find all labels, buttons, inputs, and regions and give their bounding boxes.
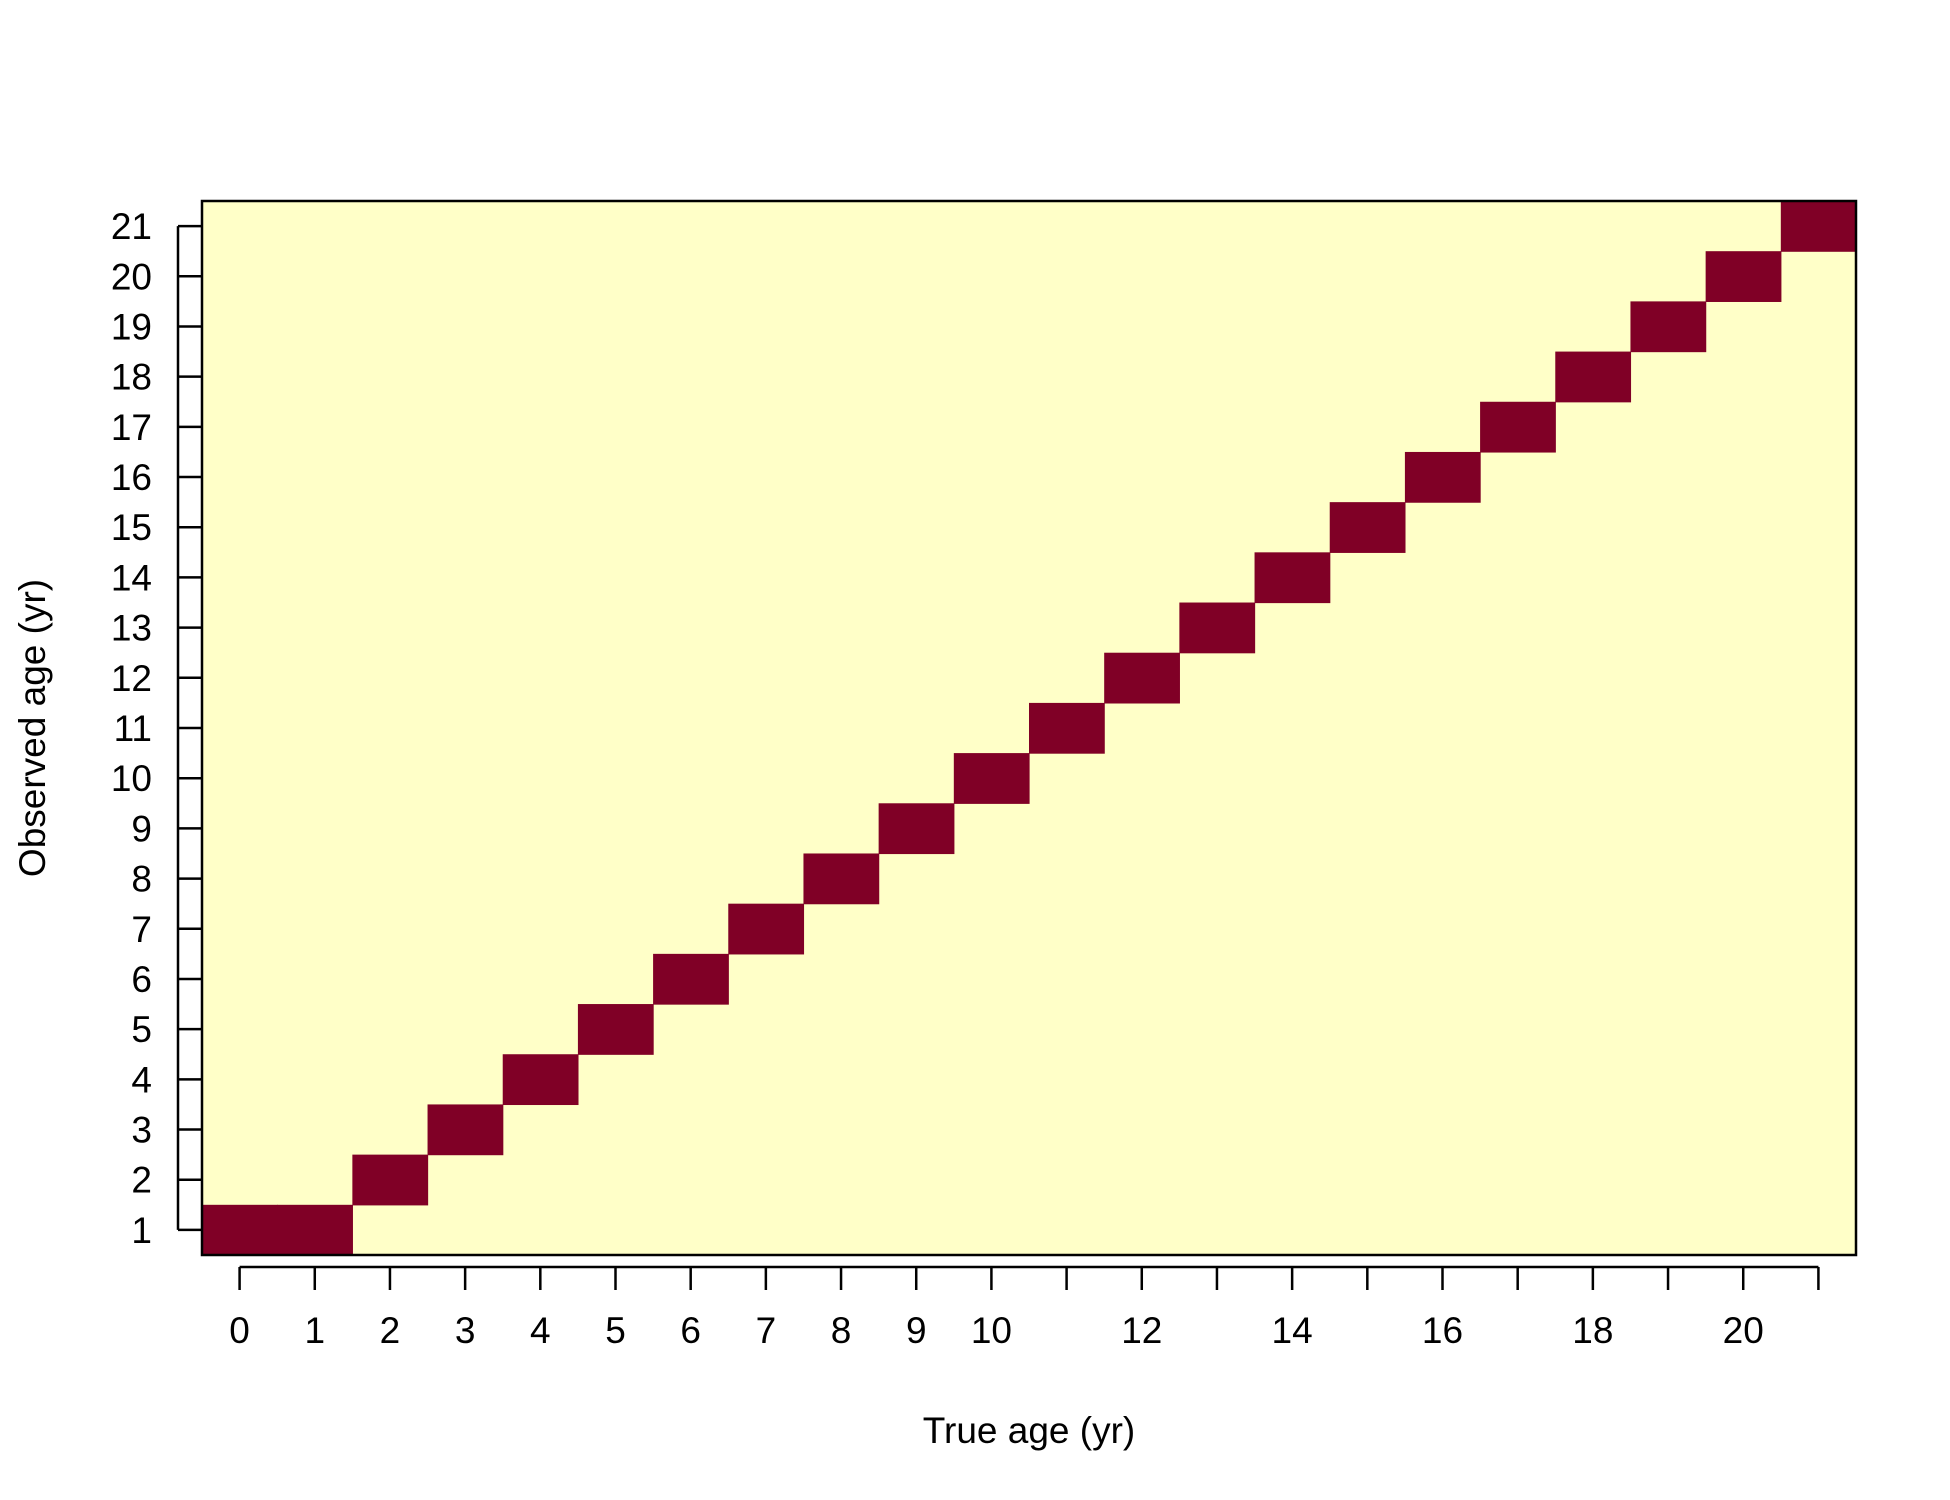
y-tick-label: 8 (131, 859, 152, 900)
y-tick-label: 7 (131, 909, 152, 950)
heatmap-cell (1329, 502, 1406, 553)
x-tick-label: 18 (1572, 1310, 1613, 1351)
y-tick-label: 20 (111, 256, 152, 297)
x-tick-label: 5 (605, 1310, 626, 1351)
x-tick-label: 2 (380, 1310, 401, 1351)
heatmap-cell (803, 853, 880, 905)
x-axis-title: True age (yr) (923, 1410, 1135, 1451)
y-tick-label: 21 (111, 206, 152, 247)
x-tick-label: 12 (1121, 1310, 1162, 1351)
heatmap-cell (878, 803, 955, 855)
x-tick-label: 16 (1422, 1310, 1463, 1351)
heatmap-cell (1555, 351, 1632, 403)
heatmap-cell (1780, 201, 1857, 252)
heatmap-cell (1104, 652, 1180, 704)
heatmap-cell (502, 1054, 579, 1106)
y-tick-label: 5 (131, 1009, 152, 1050)
heatmap-cells (202, 201, 1857, 1256)
heatmap-cell (653, 953, 729, 1005)
y-tick-label: 15 (111, 507, 152, 548)
heatmap-cell (577, 1004, 654, 1055)
heatmap-cell (953, 753, 1030, 804)
y-tick-label: 6 (131, 959, 152, 1000)
heatmap-cell (1179, 602, 1256, 654)
heatmap-cell (1480, 401, 1556, 453)
y-tick-label: 18 (111, 357, 152, 398)
heatmap-cell (1254, 552, 1331, 604)
heatmap-cell (427, 1104, 504, 1156)
x-tick-label: 0 (229, 1310, 250, 1351)
y-tick-label: 16 (111, 457, 152, 498)
x-tick-label: 7 (756, 1310, 777, 1351)
x-tick-label: 14 (1272, 1310, 1313, 1351)
x-tick-label: 9 (906, 1310, 927, 1351)
y-tick-label: 17 (111, 407, 152, 448)
y-tick-label: 4 (131, 1059, 152, 1100)
x-tick-label: 3 (455, 1310, 476, 1351)
y-tick-label: 12 (111, 658, 152, 699)
y-tick-label: 3 (131, 1110, 152, 1151)
heatmap-cell (202, 1204, 278, 1256)
heatmap-cell (1404, 451, 1481, 503)
x-tick-label: 10 (971, 1310, 1012, 1351)
x-axis: 0 1 2 3 4 5 6 7 8 9 10 12 14 16 18 20 (229, 1265, 1820, 1351)
y-tick-label: 19 (111, 306, 152, 347)
x-tick-label: 1 (304, 1310, 325, 1351)
y-axis-title: Observed age (yr) (12, 579, 53, 877)
y-tick-label: 13 (111, 608, 152, 649)
heatmap-cell (728, 903, 805, 955)
y-tick-label: 2 (131, 1160, 152, 1201)
y-tick-label: 9 (131, 808, 152, 849)
x-tick-label: 20 (1723, 1310, 1764, 1351)
y-tick-label: 11 (114, 708, 152, 749)
heatmap-cell (277, 1204, 353, 1256)
x-tick-label: 8 (831, 1310, 852, 1351)
heatmap-cell (1705, 251, 1782, 302)
heatmap-cell (1630, 301, 1707, 353)
y-tick-label: 1 (131, 1210, 152, 1251)
y-tick-label: 14 (111, 557, 152, 598)
x-tick-label: 6 (680, 1310, 701, 1351)
heatmap-cell (352, 1154, 429, 1206)
y-tick-label: 10 (111, 758, 152, 799)
heatmap-cell (1029, 702, 1105, 754)
x-tick-label: 4 (530, 1310, 551, 1351)
